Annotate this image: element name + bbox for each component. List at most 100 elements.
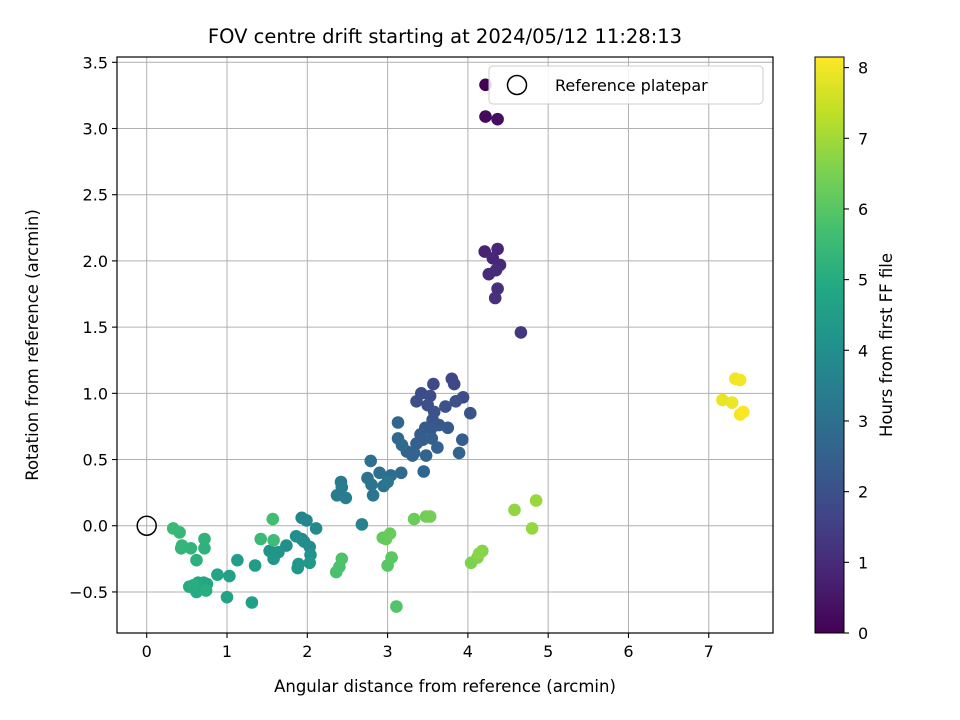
data-point [406,449,419,462]
data-point [395,438,409,452]
colorbar-label: Hours from first FF file [877,253,896,437]
data-point [223,569,236,583]
data-point [472,547,486,560]
data-point [365,478,378,492]
data-point [464,406,477,420]
data-point [267,534,280,547]
data-point [431,441,444,454]
y-tick-label: 2.0 [83,252,108,271]
data-point [254,532,267,546]
data-point [449,395,463,408]
x-tick-label: 2 [302,642,312,661]
data-point [410,395,423,408]
legend-entry-reference: Reference platepar [555,76,708,95]
x-axis-label: Angular distance from reference (arcmin) [274,677,616,696]
data-point [452,446,466,460]
y-tick-label: 3.5 [83,53,108,72]
data-point [174,542,188,555]
data-point [291,561,305,575]
data-point [419,449,433,462]
data-point [491,242,504,256]
x-axis-ticks: 0 1 2 3 4 5 6 7 [142,633,714,661]
data-point [355,518,369,531]
data-point [407,512,421,526]
colorbar-tick-label: 1 [858,553,868,572]
data-point [391,416,405,429]
data-point [525,522,539,535]
data-point [508,503,521,517]
data-point [366,489,380,502]
data-point [199,584,213,597]
data-point [488,291,502,305]
y-tick-label: 2.5 [83,186,108,205]
data-point [231,553,244,567]
colorbar-tick-label: 7 [858,129,868,148]
y-tick-label: 3.0 [83,120,108,139]
data-point [300,514,313,527]
data-point [266,512,280,526]
data-point [198,532,211,546]
y-axis-ticks: −0.5 0.0 0.5 1.0 1.5 2.0 2.5 3.0 3.5 [69,53,117,602]
data-point [381,475,394,489]
data-point [211,568,224,581]
data-point [447,377,461,391]
colorbar-ticks: 0 1 2 3 4 5 6 7 8 [844,59,868,643]
data-point [441,421,455,435]
data-point [190,553,203,567]
data-point [303,556,317,570]
colorbar-gradient [815,57,844,633]
y-tick-label: 1.0 [83,384,108,403]
data-point [423,510,437,523]
data-point [489,263,503,277]
y-tick-label: −0.5 [69,583,108,602]
data-point [439,400,452,413]
reference-marker-layer [136,515,157,536]
legend-reference-marker [506,74,528,96]
data-point [417,465,431,478]
data-point [364,454,378,468]
y-tick-label: 0.0 [83,517,108,536]
y-axis-label: Rotation from reference (arcmin) [23,209,42,481]
data-point [339,491,353,505]
colorbar: 0 1 2 3 4 5 6 7 8 Hours from first FF file [814,56,896,643]
legend: Reference platepar [488,65,764,105]
data-point [385,551,398,564]
data-point [394,466,408,480]
colorbar-tick-label: 3 [858,412,868,431]
data-point [198,542,211,555]
data-point [479,110,492,123]
data-point [248,559,262,572]
data-point [309,522,323,535]
chart-title: FOV centre drift starting at 2024/05/12 … [208,25,682,48]
y-tick-label: 1.5 [83,318,108,337]
x-tick-label: 1 [222,642,232,661]
data-point [491,112,504,126]
x-tick-label: 6 [623,642,633,661]
data-point [335,552,349,566]
reference-marker [136,515,157,536]
data-point [267,552,280,566]
colorbar-tick-label: 8 [858,59,868,78]
grid-lines [117,57,773,633]
data-point [456,433,469,447]
colorbar-tick-label: 0 [858,624,868,643]
data-point [166,522,180,535]
data-point [373,466,386,480]
y-tick-label: 0.5 [83,451,108,470]
data-point [220,590,234,604]
data-point [289,530,303,543]
data-point [529,494,543,507]
scatter-points [166,78,750,613]
data-point [733,373,747,387]
x-tick-label: 4 [463,642,473,661]
colorbar-tick-label: 2 [858,483,868,502]
data-point [725,396,739,409]
legend-box [488,65,764,105]
data-point [737,405,750,419]
x-tick-label: 3 [382,642,392,661]
colorbar-tick-label: 6 [858,200,868,219]
x-tick-label: 7 [704,642,714,661]
data-point [390,600,403,613]
data-point [245,596,259,609]
